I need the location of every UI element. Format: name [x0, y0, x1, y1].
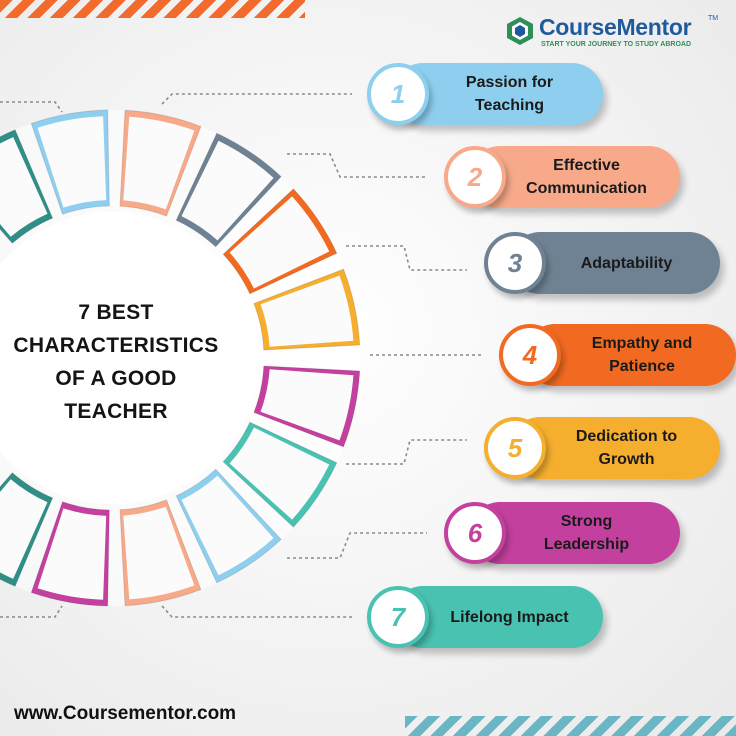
wheel-segment — [119, 109, 202, 217]
characteristic-label-line: Adaptability — [580, 254, 673, 272]
wheel-segment — [222, 421, 338, 528]
wheel-segment — [0, 471, 54, 587]
wheel-segment — [253, 365, 361, 448]
characteristic-label-line: Patience — [609, 358, 675, 375]
wheel-segment — [175, 132, 282, 248]
title-line: 7 BEST — [78, 301, 154, 324]
characteristic-number-badge: 7 — [367, 586, 429, 648]
connector-line — [346, 439, 467, 465]
connector-line — [0, 605, 63, 618]
characteristic-label: Lifelong Impact — [428, 586, 591, 648]
wheel-segment — [30, 109, 110, 215]
brand-name: CourseMentor — [539, 14, 692, 40]
website-url: www.Coursementor.com — [14, 703, 237, 724]
title-line: TEACHER — [64, 400, 168, 423]
coursementor-logo-icon — [507, 17, 533, 45]
characteristic-number-badge: 4 — [499, 324, 561, 386]
characteristic-label-line: Effective — [553, 157, 620, 174]
connector-line — [0, 101, 63, 113]
bottom-stripes-decoration — [405, 716, 736, 736]
characteristic-label-line: Lifelong Impact — [450, 608, 569, 626]
characteristic-pill: Adaptability — [509, 232, 720, 294]
coursementor-logo: CourseMentor TM START YOUR JOURNEY TO ST… — [505, 14, 725, 54]
characteristic-label: Empathy and Patience — [560, 324, 724, 386]
characteristic-label-line: Leadership — [543, 536, 630, 553]
brand-trademark: TM — [708, 15, 719, 22]
infographic-title: 7 BEST CHARACTERISTICS OF A GOOD TEACHER — [0, 296, 232, 428]
characteristic-label-line: Passion for — [465, 74, 554, 91]
wheel-segment — [253, 268, 361, 351]
brand-tagline: START YOUR JOURNEY TO STUDY ABROAD — [541, 41, 692, 48]
characteristic-label-line: Strong — [560, 513, 613, 530]
wheel-segment — [222, 188, 338, 295]
connector-line — [346, 245, 467, 271]
characteristic-number-badge: 5 — [484, 417, 546, 479]
characteristic-label-line: Teaching — [474, 97, 545, 114]
characteristic-label: Effective Communication — [505, 146, 668, 208]
title-line: CHARACTERISTICS — [13, 334, 219, 357]
wheel-segment — [119, 499, 202, 607]
wheel-segment — [0, 129, 54, 245]
characteristic-number-badge: 1 — [367, 63, 429, 125]
wheel-segment — [175, 468, 282, 584]
characteristic-number-badge: 3 — [484, 232, 546, 294]
characteristic-label-line: Growth — [598, 451, 655, 468]
characteristic-label: Passion for Teaching — [428, 63, 591, 125]
top-stripes-decoration — [0, 0, 305, 18]
title-line: OF A GOOD — [55, 367, 177, 390]
characteristic-number-badge: 6 — [444, 502, 506, 564]
characteristic-number-badge: 2 — [444, 146, 506, 208]
characteristic-label: Dedication to Growth — [545, 417, 708, 479]
characteristic-label-line: Communication — [526, 180, 647, 197]
connector-line — [161, 605, 352, 618]
characteristic-label-line: Dedication to — [575, 428, 678, 445]
wheel-segment — [30, 501, 110, 607]
connector-line — [287, 153, 427, 178]
characteristic-label-line: Empathy and — [591, 335, 693, 352]
wheel-hub — [0, 212, 258, 504]
connector-line — [287, 532, 427, 559]
characteristic-label: Strong Leadership — [505, 502, 668, 564]
connector-line — [161, 93, 352, 105]
characteristic-label: Adaptability — [545, 232, 708, 294]
